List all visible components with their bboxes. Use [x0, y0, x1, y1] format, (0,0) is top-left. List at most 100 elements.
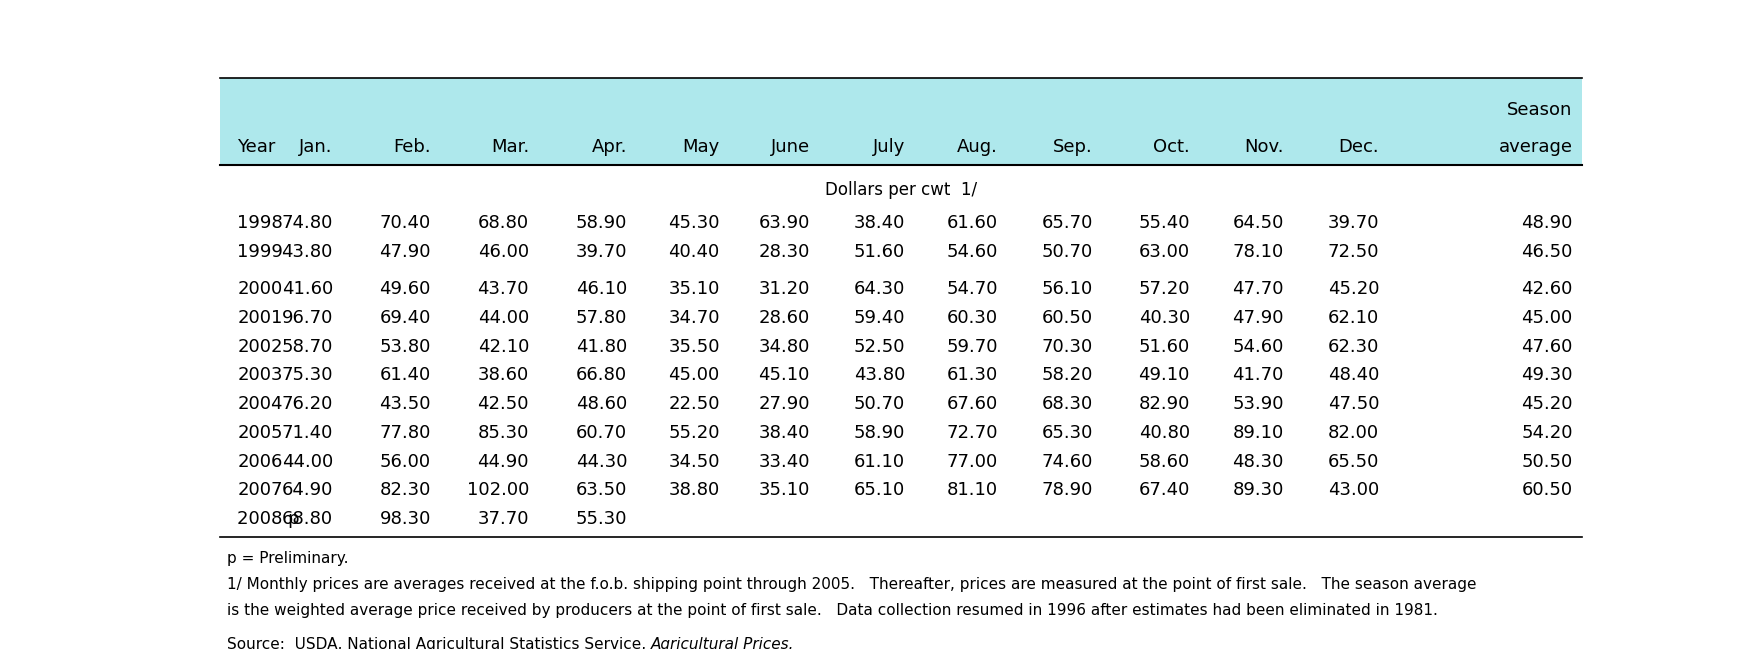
Text: 78.10: 78.10 — [1232, 243, 1283, 260]
Text: 2007: 2007 — [237, 482, 283, 500]
Text: 66.80: 66.80 — [576, 367, 627, 384]
Text: 51.60: 51.60 — [854, 243, 905, 260]
Text: Nov.: Nov. — [1244, 138, 1283, 156]
Text: 1/ Monthly prices are averages received at the f.o.b. shipping point through 200: 1/ Monthly prices are averages received … — [227, 577, 1476, 592]
Text: 47.50: 47.50 — [1327, 395, 1379, 413]
Text: 35.10: 35.10 — [668, 280, 719, 299]
Text: 57.80: 57.80 — [576, 309, 627, 327]
Text: 45.30: 45.30 — [668, 214, 719, 232]
Text: 42.10: 42.10 — [478, 337, 529, 356]
Text: Dollars per cwt  1/: Dollars per cwt 1/ — [824, 181, 977, 199]
Text: 58.90: 58.90 — [854, 424, 905, 442]
Text: 74.60: 74.60 — [1042, 452, 1093, 471]
Text: June: June — [770, 138, 810, 156]
Text: 49.10: 49.10 — [1139, 367, 1189, 384]
Text: 49.60: 49.60 — [380, 280, 430, 299]
Text: 75.30: 75.30 — [281, 367, 332, 384]
Text: 102.00: 102.00 — [466, 482, 529, 500]
Text: 85.30: 85.30 — [478, 424, 529, 442]
Text: 64.50: 64.50 — [1232, 214, 1283, 232]
Text: 45.20: 45.20 — [1520, 395, 1573, 413]
Text: 41.80: 41.80 — [576, 337, 627, 356]
Text: 38.60: 38.60 — [478, 367, 529, 384]
Text: 81.10: 81.10 — [945, 482, 998, 500]
Text: 53.80: 53.80 — [380, 337, 430, 356]
Text: 43.80: 43.80 — [854, 367, 905, 384]
Text: 60.50: 60.50 — [1520, 482, 1573, 500]
Text: 54.70: 54.70 — [945, 280, 998, 299]
Text: Mar.: Mar. — [490, 138, 529, 156]
Text: 39.70: 39.70 — [1327, 214, 1379, 232]
Text: 44.00: 44.00 — [478, 309, 529, 327]
Text: 59.40: 59.40 — [854, 309, 905, 327]
Text: 39.70: 39.70 — [575, 243, 627, 260]
Text: 67.40: 67.40 — [1139, 482, 1189, 500]
Bar — [220, 78, 1581, 165]
Text: 43.00: 43.00 — [1327, 482, 1379, 500]
Text: 55.30: 55.30 — [575, 510, 627, 528]
Text: 61.60: 61.60 — [945, 214, 998, 232]
Text: 1999: 1999 — [237, 243, 283, 260]
Text: 2001: 2001 — [237, 309, 283, 327]
Text: average: average — [1497, 138, 1573, 156]
Text: 65.10: 65.10 — [854, 482, 905, 500]
Text: 45.10: 45.10 — [757, 367, 810, 384]
Text: 54.60: 54.60 — [945, 243, 998, 260]
Text: 76.20: 76.20 — [281, 395, 332, 413]
Text: is the weighted average price received by producers at the point of first sale. : is the weighted average price received b… — [227, 603, 1437, 618]
Text: Sep.: Sep. — [1052, 138, 1093, 156]
Text: 62.30: 62.30 — [1327, 337, 1379, 356]
Text: 77.80: 77.80 — [380, 424, 430, 442]
Text: 51.60: 51.60 — [1139, 337, 1189, 356]
Text: 37.70: 37.70 — [478, 510, 529, 528]
Text: 65.70: 65.70 — [1042, 214, 1093, 232]
Text: 68.30: 68.30 — [1042, 395, 1093, 413]
Text: 41.60: 41.60 — [281, 280, 332, 299]
Text: 56.10: 56.10 — [1042, 280, 1093, 299]
Text: 64.90: 64.90 — [281, 482, 332, 500]
Text: 57.20: 57.20 — [1139, 280, 1189, 299]
Text: Agricultural Prices.: Agricultural Prices. — [650, 637, 794, 649]
Text: 65.30: 65.30 — [1042, 424, 1093, 442]
Text: Season: Season — [1506, 101, 1573, 119]
Text: 46.10: 46.10 — [576, 280, 627, 299]
Text: 2003: 2003 — [237, 367, 283, 384]
Text: Apr.: Apr. — [592, 138, 627, 156]
Text: 71.40: 71.40 — [281, 424, 332, 442]
Text: Dec.: Dec. — [1337, 138, 1379, 156]
Text: 69.40: 69.40 — [380, 309, 430, 327]
Text: 35.10: 35.10 — [757, 482, 810, 500]
Text: 77.00: 77.00 — [945, 452, 998, 471]
Text: 60.30: 60.30 — [945, 309, 998, 327]
Text: 44.90: 44.90 — [478, 452, 529, 471]
Text: 41.70: 41.70 — [1232, 367, 1283, 384]
Text: 33.40: 33.40 — [757, 452, 810, 471]
Text: Year: Year — [237, 138, 276, 156]
Text: Feb.: Feb. — [394, 138, 430, 156]
Text: 40.40: 40.40 — [668, 243, 719, 260]
Text: 58.20: 58.20 — [1042, 367, 1093, 384]
Text: 60.50: 60.50 — [1042, 309, 1093, 327]
Text: 38.40: 38.40 — [854, 214, 905, 232]
Text: 56.00: 56.00 — [380, 452, 430, 471]
Text: 49.30: 49.30 — [1520, 367, 1573, 384]
Text: 59.70: 59.70 — [945, 337, 998, 356]
Text: 35.50: 35.50 — [668, 337, 719, 356]
Text: 61.40: 61.40 — [380, 367, 430, 384]
Text: 40.30: 40.30 — [1139, 309, 1189, 327]
Text: 82.90: 82.90 — [1139, 395, 1189, 413]
Text: 46.50: 46.50 — [1520, 243, 1573, 260]
Text: 82.30: 82.30 — [380, 482, 430, 500]
Text: 72.50: 72.50 — [1327, 243, 1379, 260]
Text: 38.80: 38.80 — [668, 482, 719, 500]
Text: 58.70: 58.70 — [281, 337, 332, 356]
Text: 2000: 2000 — [237, 280, 283, 299]
Text: 55.40: 55.40 — [1139, 214, 1189, 232]
Text: 42.50: 42.50 — [478, 395, 529, 413]
Text: 98.30: 98.30 — [380, 510, 430, 528]
Text: 68.80: 68.80 — [281, 510, 332, 528]
Text: 50.70: 50.70 — [854, 395, 905, 413]
Text: 58.90: 58.90 — [576, 214, 627, 232]
Text: 53.90: 53.90 — [1232, 395, 1283, 413]
Text: 67.60: 67.60 — [945, 395, 998, 413]
